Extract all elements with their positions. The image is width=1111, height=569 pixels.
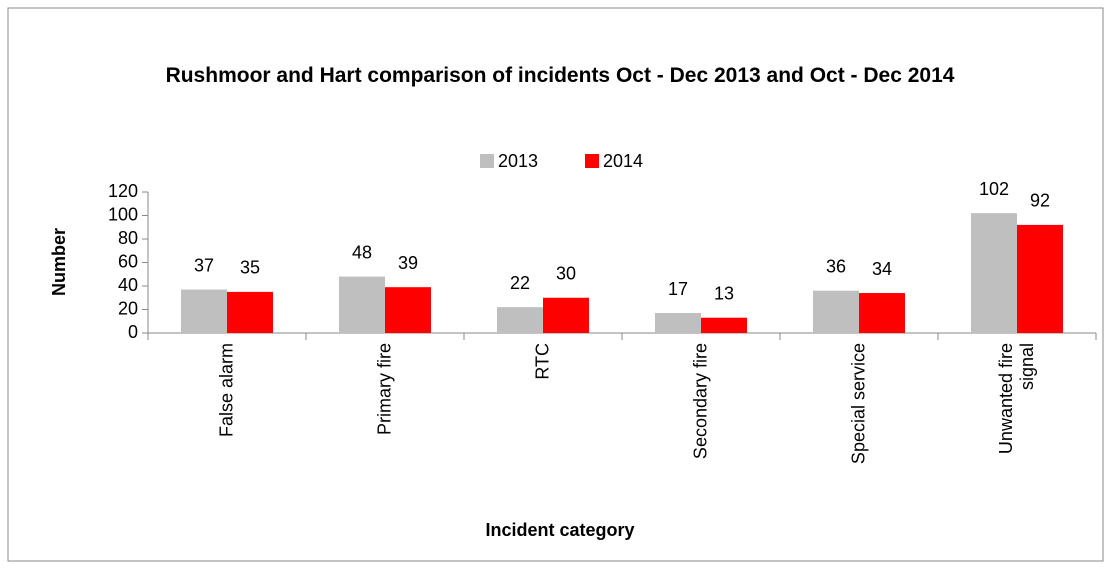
- bar: [1017, 224, 1063, 333]
- data-label: 35: [240, 258, 260, 278]
- x-tick-label: Secondary fire: [690, 343, 711, 460]
- x-tick-label: Primary fire: [374, 343, 395, 436]
- x-tick-label: Unwanted fire signal: [996, 343, 1037, 455]
- y-tick-label: 80: [118, 228, 138, 248]
- bar: [701, 317, 747, 333]
- legend-swatch: [585, 154, 599, 168]
- bar: [385, 287, 431, 333]
- data-label: 13: [714, 283, 734, 303]
- data-label: 36: [826, 256, 846, 276]
- data-label: 92: [1030, 191, 1050, 211]
- bar: [859, 293, 905, 333]
- bar: [339, 276, 385, 333]
- legend-swatch: [480, 154, 494, 168]
- y-tick-label: 0: [128, 322, 138, 342]
- title-box: Rushmoor and Hart comparison of incident…: [165, 64, 955, 87]
- data-label: 39: [398, 253, 418, 273]
- y-tick-label: 20: [118, 298, 138, 318]
- chart-title: Rushmoor and Hart comparison of incident…: [165, 64, 955, 87]
- y-tick-label: 100: [108, 204, 138, 224]
- bar: [813, 290, 859, 333]
- y-tick-label: 120: [108, 181, 138, 201]
- chart-border: [7, 7, 1104, 562]
- y-tick-label: 40: [118, 275, 138, 295]
- bar: [655, 313, 701, 333]
- bar: [971, 213, 1017, 333]
- data-label: 30: [556, 264, 576, 284]
- data-label: 17: [668, 279, 688, 299]
- legend-label: 2013: [498, 151, 538, 171]
- data-label: 48: [352, 242, 372, 262]
- data-label: 22: [510, 273, 530, 293]
- data-label: 102: [979, 179, 1009, 199]
- data-label: 34: [872, 259, 892, 279]
- bar: [227, 291, 273, 333]
- bar: [497, 307, 543, 333]
- x-tick-label: Special service: [848, 343, 869, 465]
- bar: [181, 289, 227, 333]
- x-axis-title: Incident category: [485, 520, 634, 540]
- legend-label: 2014: [603, 151, 643, 171]
- x-tick-label: RTC: [532, 343, 553, 380]
- data-label: 37: [194, 255, 214, 275]
- x-tick-label: False alarm: [216, 343, 237, 438]
- y-tick-label: 60: [118, 251, 138, 271]
- bar: [543, 297, 589, 333]
- y-axis-title: Number: [49, 228, 69, 296]
